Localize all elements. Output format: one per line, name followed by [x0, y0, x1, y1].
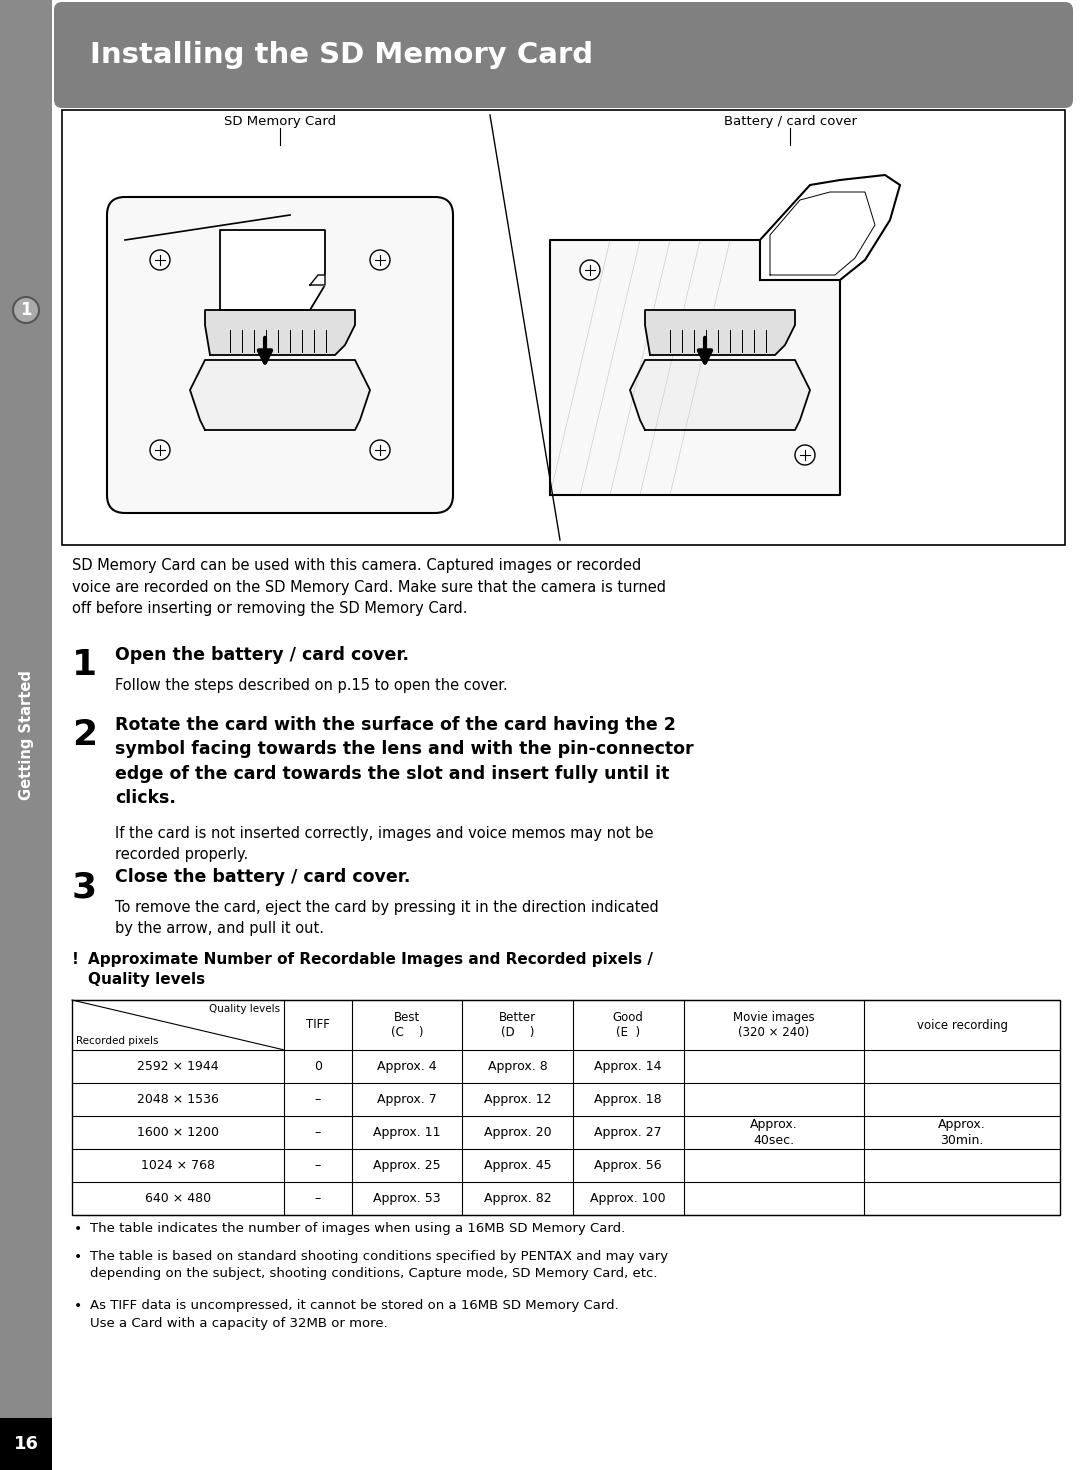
Text: 640 × 480: 640 × 480 — [145, 1192, 212, 1205]
Text: Movie images
(320 × 240): Movie images (320 × 240) — [733, 1011, 814, 1039]
Text: Approx. 12: Approx. 12 — [484, 1094, 551, 1105]
Text: Open the battery / card cover.: Open the battery / card cover. — [114, 645, 409, 664]
Text: If the card is not inserted correctly, images and voice memos may not be
recorde: If the card is not inserted correctly, i… — [114, 826, 653, 861]
Text: 0: 0 — [314, 1060, 322, 1073]
Text: Approx. 8: Approx. 8 — [488, 1060, 548, 1073]
Polygon shape — [550, 240, 840, 495]
Text: –: – — [315, 1158, 321, 1172]
Text: 16: 16 — [13, 1435, 39, 1452]
Text: Approx. 14: Approx. 14 — [594, 1060, 662, 1073]
Text: Approx.
30min.: Approx. 30min. — [939, 1119, 986, 1147]
Text: –: – — [315, 1126, 321, 1139]
Text: Approx. 56: Approx. 56 — [594, 1158, 662, 1172]
Text: Better
(D    ): Better (D ) — [499, 1011, 536, 1039]
Text: Approx. 53: Approx. 53 — [373, 1192, 441, 1205]
Text: Recorded pixels: Recorded pixels — [76, 1036, 159, 1047]
Text: •: • — [75, 1299, 82, 1313]
Text: Quality levels: Quality levels — [210, 1004, 281, 1014]
Text: Approx. 45: Approx. 45 — [484, 1158, 552, 1172]
Text: Approx.
40sec.: Approx. 40sec. — [751, 1119, 798, 1147]
Text: Installing the SD Memory Card: Installing the SD Memory Card — [90, 41, 593, 69]
Text: Best
(C    ): Best (C ) — [391, 1011, 423, 1039]
Bar — [0, 0, 52, 1470]
Circle shape — [150, 250, 170, 270]
Text: To remove the card, eject the card by pressing it in the direction indicated
by : To remove the card, eject the card by pr… — [114, 900, 659, 936]
Text: Approximate Number of Recordable Images and Recorded pixels /
Quality levels: Approximate Number of Recordable Images … — [87, 953, 653, 986]
Text: Approx. 100: Approx. 100 — [591, 1192, 666, 1205]
Text: SD Memory Card: SD Memory Card — [224, 115, 336, 128]
Circle shape — [150, 440, 170, 460]
Text: Battery / card cover: Battery / card cover — [724, 115, 856, 128]
Text: Approx. 11: Approx. 11 — [374, 1126, 441, 1139]
Text: 2592 × 1944: 2592 × 1944 — [137, 1060, 219, 1073]
Polygon shape — [190, 360, 370, 431]
Text: Close the battery / card cover.: Close the battery / card cover. — [114, 867, 410, 886]
Text: Approx. 25: Approx. 25 — [373, 1158, 441, 1172]
Polygon shape — [205, 310, 355, 354]
Text: 2048 × 1536: 2048 × 1536 — [137, 1094, 219, 1105]
Text: 2: 2 — [72, 717, 97, 753]
Polygon shape — [760, 175, 900, 279]
Circle shape — [795, 445, 815, 465]
Bar — [0, 1419, 52, 1470]
Text: 1600 × 1200: 1600 × 1200 — [137, 1126, 219, 1139]
Text: 1: 1 — [72, 648, 97, 682]
FancyBboxPatch shape — [107, 197, 453, 513]
Text: 1024 × 768: 1024 × 768 — [141, 1158, 215, 1172]
Polygon shape — [645, 310, 795, 354]
Bar — [72, 1000, 1059, 1216]
Circle shape — [370, 250, 390, 270]
Circle shape — [370, 440, 390, 460]
Text: 3: 3 — [72, 870, 97, 904]
Text: Good
(E  ): Good (E ) — [612, 1011, 644, 1039]
Text: Approx. 27: Approx. 27 — [594, 1126, 662, 1139]
Text: 1: 1 — [21, 301, 31, 319]
Text: •: • — [75, 1250, 82, 1264]
Text: TIFF: TIFF — [306, 1019, 330, 1032]
FancyBboxPatch shape — [54, 1, 1074, 107]
Polygon shape — [220, 229, 325, 310]
Polygon shape — [630, 360, 810, 431]
Text: SD Memory Card can be used with this camera. Captured images or recorded
voice a: SD Memory Card can be used with this cam… — [72, 559, 666, 616]
Bar — [62, 110, 1065, 545]
Text: Approx. 18: Approx. 18 — [594, 1094, 662, 1105]
Text: Follow the steps described on p.15 to open the cover.: Follow the steps described on p.15 to op… — [114, 678, 508, 692]
Text: Rotate the card with the surface of the card having the 2
symbol facing towards : Rotate the card with the surface of the … — [114, 716, 693, 807]
Text: The table indicates the number of images when using a 16MB SD Memory Card.: The table indicates the number of images… — [90, 1222, 625, 1235]
Text: The table is based on standard shooting conditions specified by PENTAX and may v: The table is based on standard shooting … — [90, 1250, 669, 1280]
Text: !: ! — [72, 953, 79, 967]
Text: •: • — [75, 1222, 82, 1236]
Text: Getting Started: Getting Started — [18, 670, 33, 800]
Text: Approx. 82: Approx. 82 — [484, 1192, 552, 1205]
Text: As TIFF data is uncompressed, it cannot be stored on a 16MB SD Memory Card.
Use : As TIFF data is uncompressed, it cannot … — [90, 1299, 619, 1329]
Text: Approx. 20: Approx. 20 — [484, 1126, 552, 1139]
Circle shape — [580, 260, 600, 279]
Circle shape — [13, 297, 39, 323]
Text: Approx. 7: Approx. 7 — [377, 1094, 436, 1105]
Text: –: – — [315, 1094, 321, 1105]
Polygon shape — [310, 275, 325, 285]
Text: Approx. 4: Approx. 4 — [377, 1060, 436, 1073]
Text: –: – — [315, 1192, 321, 1205]
Text: voice recording: voice recording — [917, 1019, 1008, 1032]
